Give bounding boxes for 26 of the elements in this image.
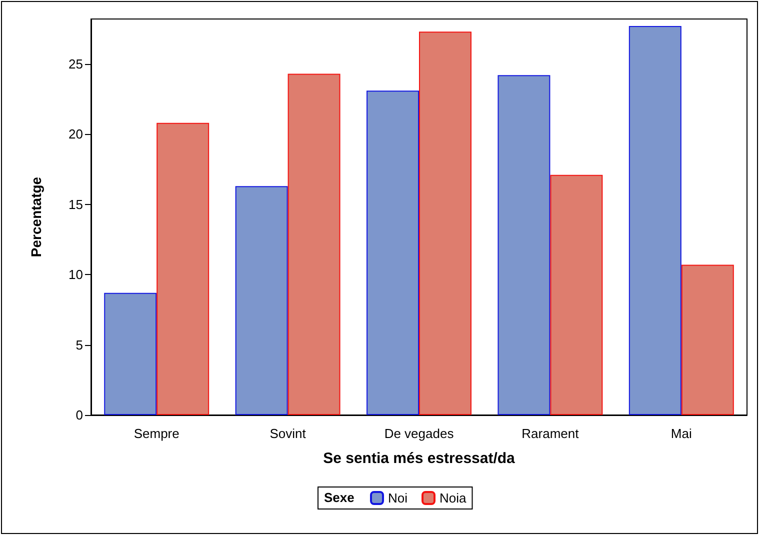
x-tick-label: De vegades bbox=[384, 426, 454, 441]
bar bbox=[550, 174, 603, 415]
x-axis-title: Se sentia més estressat/da bbox=[323, 450, 516, 467]
y-tick-label: 0 bbox=[76, 408, 83, 422]
bar bbox=[498, 75, 550, 415]
x-tick-label: Sempre bbox=[134, 426, 180, 441]
legend-label: Noia bbox=[440, 490, 468, 506]
y-tick-label: 15 bbox=[68, 196, 83, 212]
y-axis-title: Percentatge bbox=[28, 176, 44, 258]
x-tick-label: Rarament bbox=[522, 426, 580, 441]
legend-label: Noi bbox=[388, 490, 408, 506]
y-tick-label: 20 bbox=[68, 126, 83, 142]
y-tick-label: 25 bbox=[68, 56, 83, 72]
bar bbox=[681, 264, 734, 415]
x-tick-label: Sovint bbox=[270, 426, 306, 441]
x-tick-label: Mai bbox=[670, 426, 692, 441]
bar bbox=[366, 90, 419, 415]
bar bbox=[156, 122, 210, 415]
bar bbox=[104, 292, 157, 415]
bar bbox=[235, 186, 288, 415]
legend-title: Sexe bbox=[324, 490, 354, 505]
y-tick-label: 5 bbox=[76, 337, 83, 352]
bar bbox=[419, 32, 472, 415]
y-tick-label: 10 bbox=[68, 267, 83, 282]
bar bbox=[288, 74, 340, 415]
bar bbox=[628, 26, 682, 415]
